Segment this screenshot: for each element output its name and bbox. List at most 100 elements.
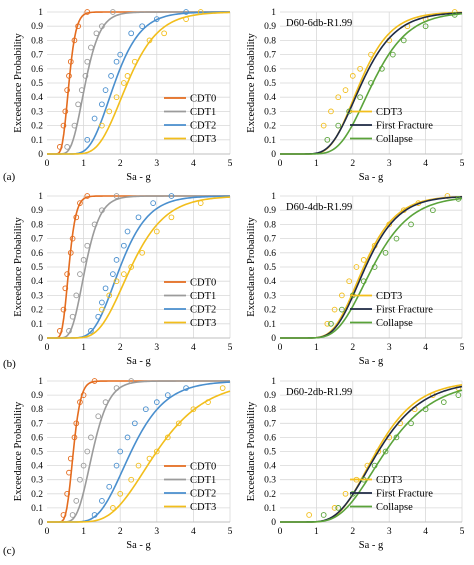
x-tick-label: 2	[350, 159, 355, 169]
y-tick-label: 0.6	[31, 433, 43, 443]
y-tick-label: 0.6	[31, 65, 43, 75]
x-tick-label: 4	[423, 343, 428, 353]
data-point	[64, 271, 70, 277]
legend-label: CDT1	[190, 475, 216, 486]
data-point	[84, 136, 91, 143]
data-point	[349, 73, 356, 79]
data-point	[422, 406, 429, 413]
data-point	[117, 448, 124, 455]
y-tick-label: 1	[38, 377, 43, 387]
y-tick-label: 0.9	[264, 206, 276, 216]
data-point	[84, 58, 91, 65]
y-tick-label: 1	[271, 192, 276, 202]
data-point	[135, 462, 142, 469]
data-point	[66, 73, 72, 79]
y-tick-label: 0.3	[31, 291, 43, 301]
data-point	[82, 73, 89, 79]
y-tick-label: 0.5	[31, 79, 43, 89]
data-point	[205, 399, 211, 406]
data-point	[382, 448, 389, 455]
data-point	[306, 512, 312, 518]
data-point	[56, 144, 63, 150]
data-point	[153, 228, 160, 235]
data-point	[335, 94, 342, 101]
legend-label: CDT3	[376, 475, 402, 486]
legend-label: First Fracture	[376, 489, 433, 500]
y-tick-label: 0.7	[31, 235, 43, 245]
y-tick-label: 0.8	[264, 36, 276, 46]
row-label-a: (a)	[3, 171, 16, 183]
data-point	[168, 214, 175, 221]
x-tick-label: 2	[118, 343, 123, 353]
y-tick-label: 0.9	[31, 206, 43, 216]
y-tick-label: 0.1	[264, 320, 276, 330]
y-tick-label: 0.4	[264, 93, 276, 103]
y-tick-label: 0.1	[31, 504, 43, 514]
x-axis-label: Sa - g	[126, 356, 151, 367]
legend-label: First Fracture	[376, 305, 433, 316]
data-point	[93, 30, 100, 37]
data-point	[91, 115, 98, 122]
data-point	[77, 476, 83, 483]
x-tick-label: 4	[423, 159, 428, 169]
data-point	[339, 292, 345, 299]
data-point	[113, 58, 120, 65]
data-point	[84, 9, 91, 15]
x-tick-label: 5	[460, 527, 465, 537]
x-tick-label: 3	[154, 159, 159, 169]
data-point	[56, 328, 63, 334]
data-point	[128, 264, 135, 270]
y-tick-label: 0.3	[264, 291, 276, 301]
legend-label: CDT1	[190, 291, 216, 302]
data-point	[113, 278, 120, 285]
chart-panel-5: 0 0.1 0.2 0.3 0.4 0.5 0.6 0.7 0.8 0.9 1 0 1 2 3 4 5 Sa - …	[246, 377, 465, 551]
data-point	[91, 512, 98, 518]
chart-panel-2: 0 0.1 0.2 0.3 0.4 0.5 0.6 0.7 0.8 0.9 1 0 1 2 3 4 5 Sa - …	[13, 192, 233, 367]
data-point	[360, 257, 367, 263]
x-tick-label: 3	[154, 527, 159, 537]
y-axis-label: Exceedance Probability	[13, 217, 24, 317]
data-point	[455, 392, 462, 398]
data-point	[99, 306, 105, 313]
x-tick-label: 4	[191, 343, 196, 353]
x-tick-label: 5	[460, 343, 465, 353]
y-tick-label: 0.4	[264, 462, 276, 472]
x-tick-label: 3	[387, 527, 392, 537]
y-tick-label: 0.5	[31, 263, 43, 273]
legend-label: First Fracture	[376, 121, 433, 132]
data-point	[121, 80, 127, 86]
data-point	[342, 87, 349, 93]
x-tick-label: 4	[191, 527, 196, 537]
x-tick-label: 2	[350, 343, 355, 353]
x-axis-label: Sa - g	[359, 540, 384, 551]
data-point	[153, 399, 160, 406]
legend-label: CDT0	[190, 462, 216, 473]
data-point	[153, 16, 160, 22]
data-point	[110, 505, 116, 511]
data-point	[71, 122, 78, 129]
y-tick-label: 0	[38, 518, 43, 528]
x-tick-label: 5	[228, 159, 233, 169]
data-point	[379, 65, 385, 72]
y-tick-label: 0	[38, 334, 43, 344]
data-point	[164, 392, 171, 398]
data-point	[106, 483, 113, 490]
y-tick-label: 0.3	[31, 107, 43, 117]
data-point	[183, 16, 189, 22]
data-point	[69, 313, 76, 320]
y-tick-label: 0.8	[31, 405, 43, 415]
data-point	[106, 108, 113, 115]
data-point	[357, 65, 363, 72]
data-point	[102, 285, 109, 292]
data-point	[400, 37, 407, 44]
data-point	[84, 448, 91, 455]
chart-title: D60-2db-R1.99	[286, 387, 352, 398]
data-point	[139, 249, 146, 256]
x-tick-label: 3	[154, 343, 159, 353]
x-tick-label: 1	[314, 159, 319, 169]
y-tick-label: 0.6	[264, 433, 276, 443]
y-tick-label: 0.4	[31, 277, 43, 287]
series-line-first-fracture	[280, 385, 463, 523]
y-tick-label: 0.7	[264, 51, 276, 61]
